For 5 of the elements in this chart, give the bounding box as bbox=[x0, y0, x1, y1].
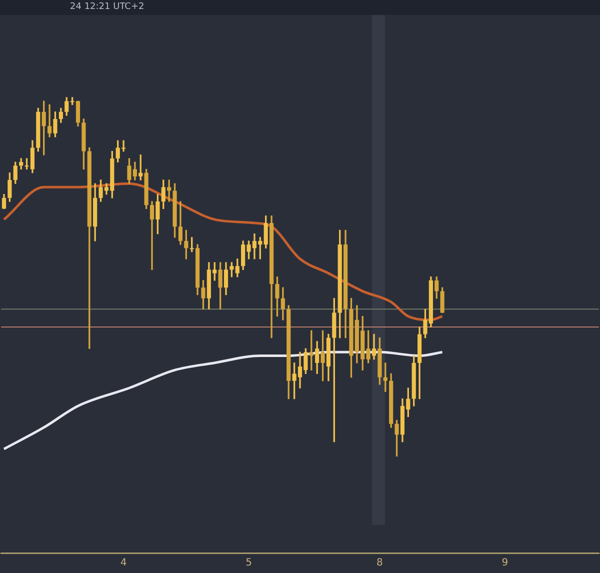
x-tick-label: 5 bbox=[246, 558, 252, 569]
x-tick-label: 8 bbox=[376, 558, 383, 569]
x-tick-label: 9 bbox=[502, 558, 508, 569]
x-tick-label: 4 bbox=[120, 558, 127, 569]
chart-subtitle: 24 12:21 UTC+2 bbox=[0, 0, 600, 15]
